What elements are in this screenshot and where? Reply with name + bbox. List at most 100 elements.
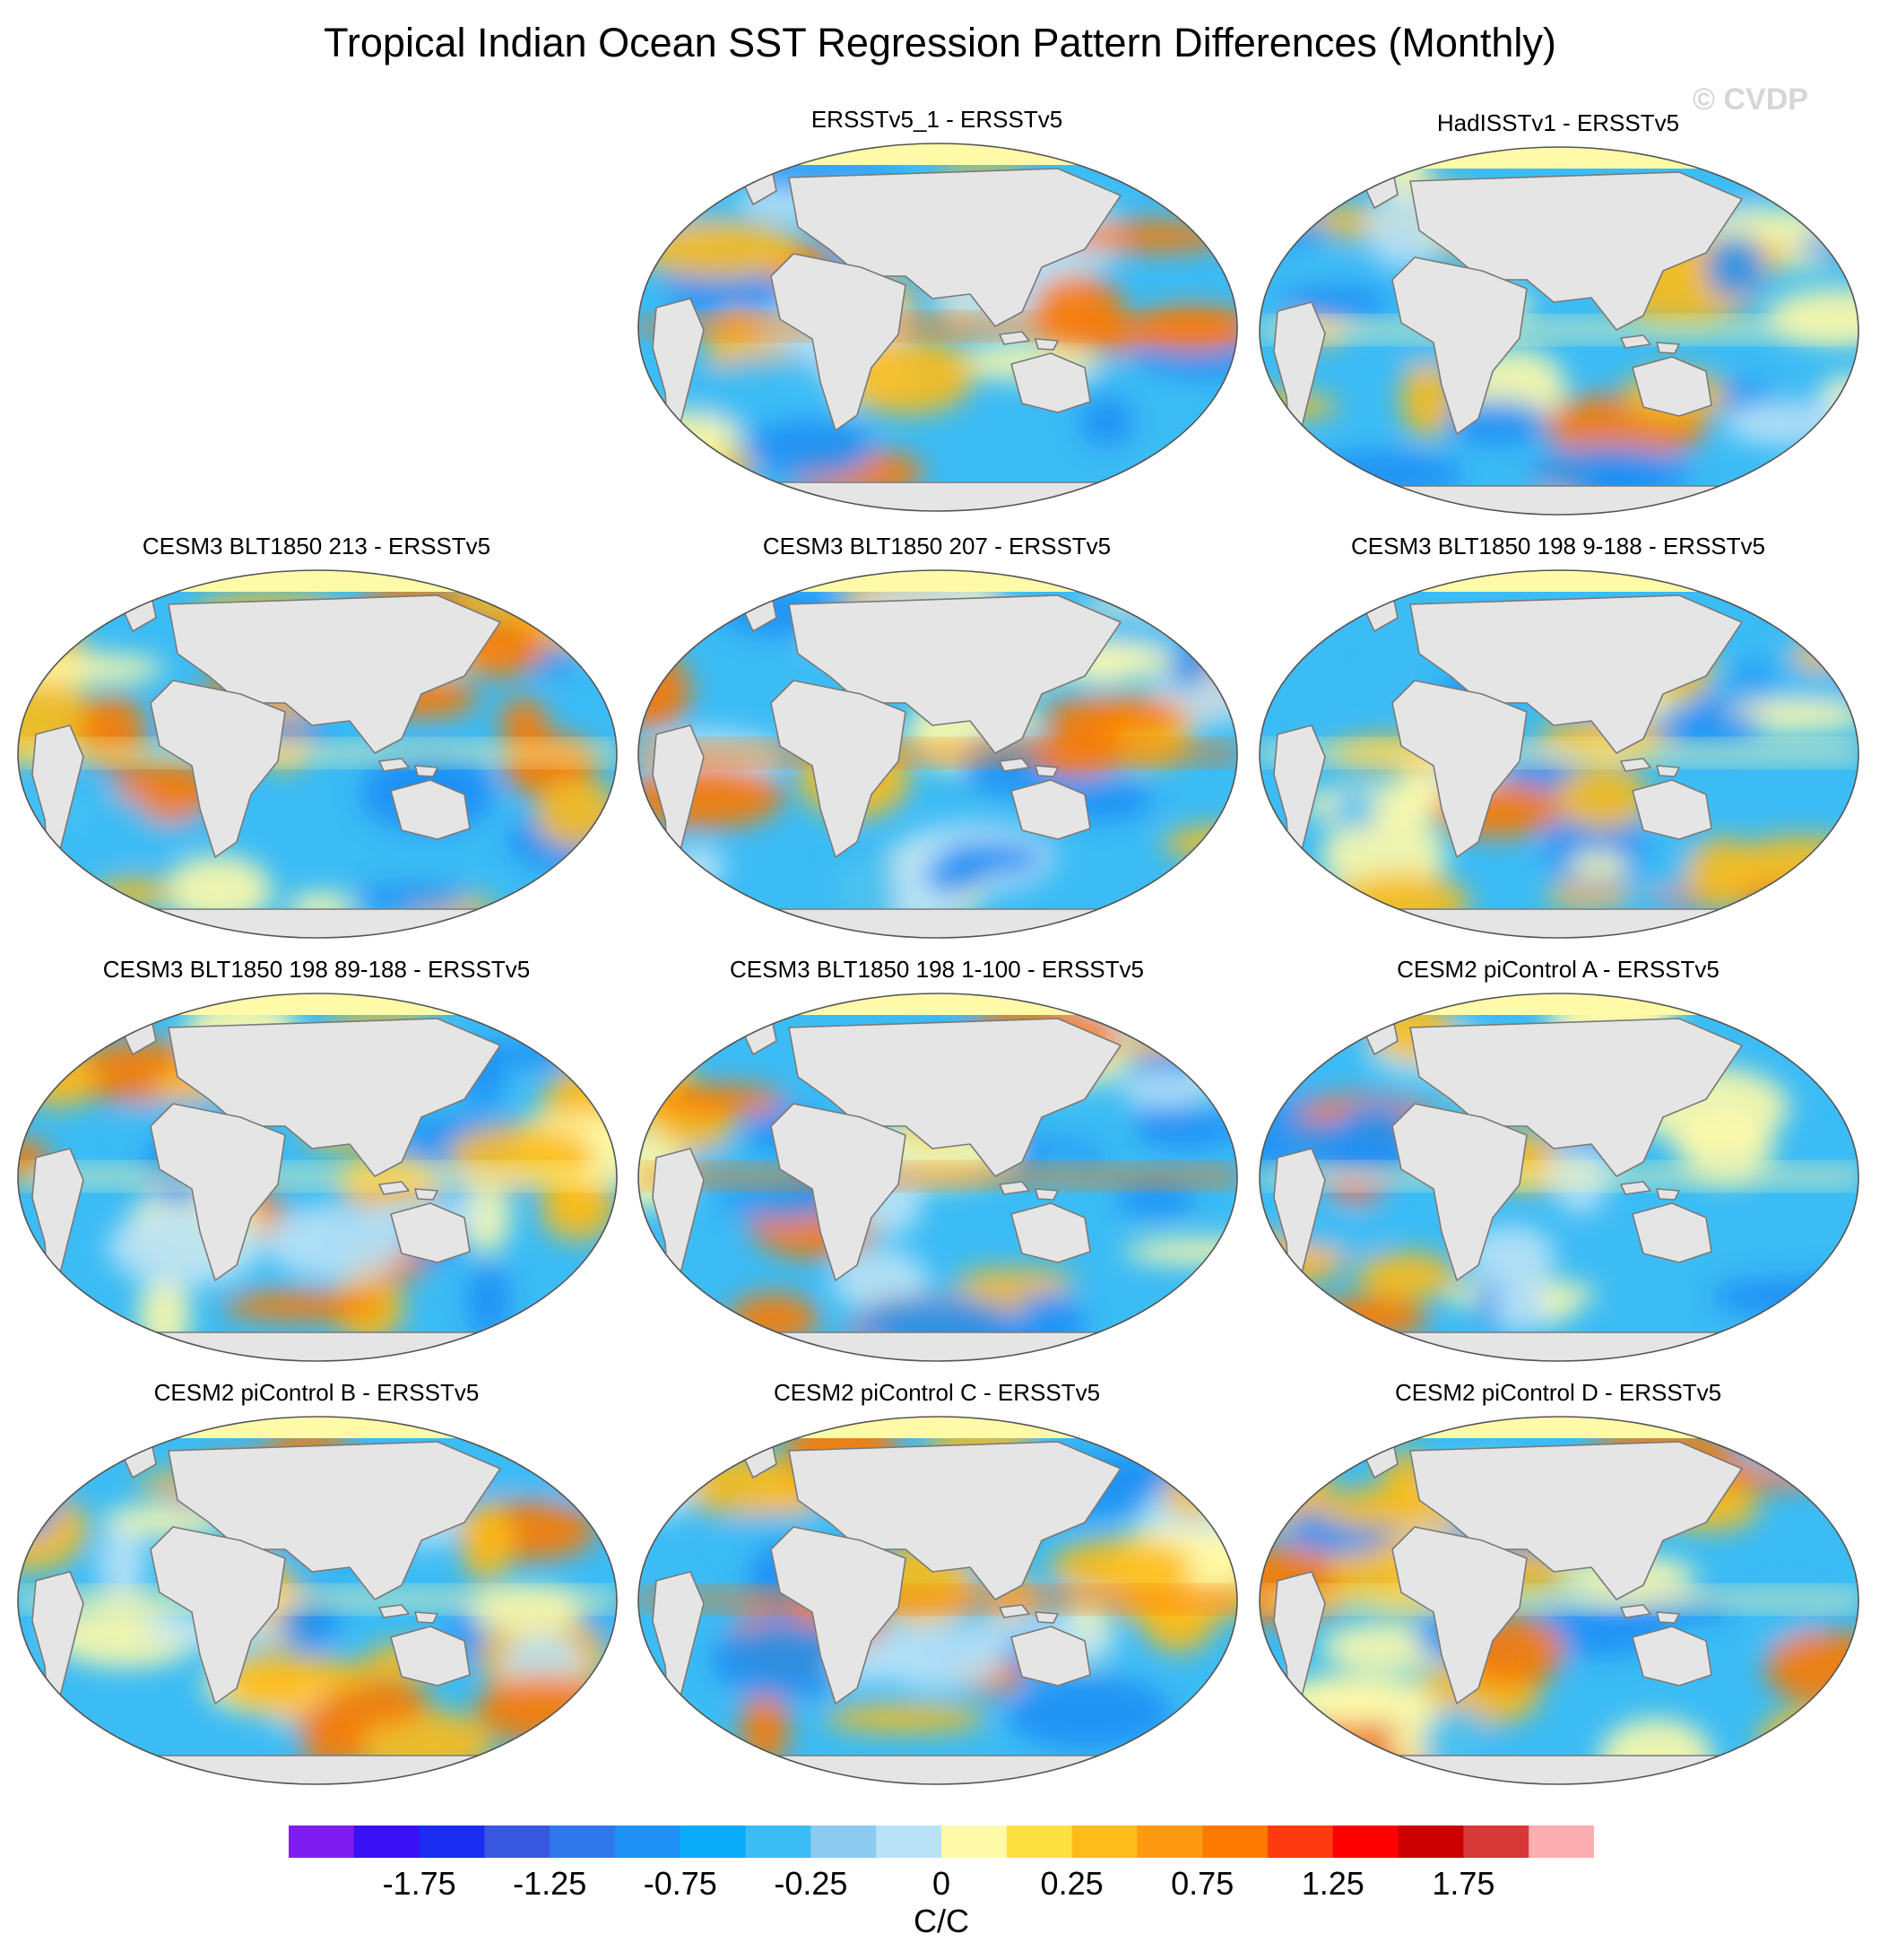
maritime-continent-land (999, 758, 1030, 772)
eurasia-land (168, 1018, 501, 1177)
colorbar-swatch (810, 1826, 877, 1858)
new-guinea-land (414, 765, 438, 777)
eurasia-land (788, 168, 1122, 327)
map-panel: CESM2 piControl D - ERSSTv5 (1249, 1379, 1867, 1791)
map-panel: ERSSTv5_1 - ERSSTv5 (628, 106, 1246, 518)
map-panel: CESM3 BLT1850 213 - ERSSTv5 (7, 533, 626, 945)
eurasia-land (788, 594, 1122, 754)
new-guinea-land (1656, 1611, 1680, 1624)
maritime-continent-land (1620, 758, 1651, 772)
antarctica-land (671, 908, 1204, 938)
map-panel: CESM3 BLT1850 198 9-188 - ERSSTv5 (1249, 533, 1867, 945)
colorbar-swatch (1006, 1826, 1073, 1858)
panel-title: CESM3 BLT1850 198 89-188 - ERSSTv5 (102, 956, 531, 983)
cvdp-watermark: © CVDP (1693, 82, 1808, 117)
global-sst-map (637, 569, 1238, 939)
africa-land (770, 1526, 906, 1704)
panel-title: CESM3 BLT1850 198 9-188 - ERSSTv5 (1351, 533, 1765, 559)
new-guinea-land (1035, 765, 1059, 777)
global-sst-map (17, 569, 618, 939)
colorbar-swatch (680, 1826, 747, 1858)
eurasia-land (1409, 1441, 1743, 1600)
africa-land (150, 1526, 286, 1704)
colorbar-tick-label: 1.25 (1301, 1865, 1365, 1902)
colorbar-tick-label: 1.75 (1432, 1865, 1495, 1902)
eurasia-land (1409, 1018, 1743, 1177)
antarctica-land (671, 1331, 1204, 1361)
eurasia-land (1409, 594, 1743, 754)
colorbar-tick-label: 0 (931, 1865, 951, 1902)
map-border (637, 143, 1238, 512)
global-sst-map (1259, 993, 1859, 1362)
maritime-continent-land (1620, 1181, 1651, 1195)
map-border (637, 993, 1238, 1362)
map-border (17, 993, 618, 1362)
colorbar-swatch (484, 1826, 550, 1858)
eurasia-land (788, 1441, 1122, 1600)
global-sst-map (637, 143, 1238, 512)
africa-land (1391, 1526, 1528, 1704)
global-sst-map (1259, 1416, 1859, 1785)
global-sst-map (1259, 146, 1859, 516)
maritime-continent-land (378, 1604, 410, 1618)
antarctica-land (51, 908, 584, 938)
eurasia-land (1409, 171, 1743, 331)
colorbar-swatch (876, 1826, 942, 1858)
africa-land (1391, 256, 1528, 435)
antarctica-land (1293, 908, 1825, 938)
antarctica-land (51, 1331, 584, 1361)
colorbar-swatches (289, 1826, 1594, 1858)
new-guinea-land (414, 1188, 438, 1201)
australia-land (1010, 352, 1091, 413)
colorbar-swatch (1202, 1826, 1269, 1858)
maritime-continent-land (999, 1181, 1030, 1195)
panel-title: CESM2 piControl C - ERSSTv5 (773, 1379, 1101, 1406)
new-guinea-land (1035, 338, 1059, 351)
antarctica-land (671, 481, 1204, 511)
colorbar-tick-label: 0.25 (1040, 1865, 1104, 1902)
new-guinea-land (1656, 1188, 1680, 1201)
maritime-continent-land (378, 758, 410, 772)
map-border (1259, 993, 1859, 1362)
eurasia-land (168, 1441, 501, 1600)
africa-land (1391, 1103, 1528, 1281)
australia-land (1010, 779, 1091, 840)
eurasia-land (788, 1018, 1122, 1177)
panel-title: CESM2 piControl B - ERSSTv5 (153, 1379, 480, 1406)
antarctica-land (1293, 1755, 1825, 1784)
australia-land (1632, 1202, 1712, 1263)
map-panel: HadISSTv1 - ERSSTv5 (1249, 109, 1867, 522)
australia-land (390, 779, 471, 840)
panel-title: CESM2 piControl D - ERSSTv5 (1394, 1379, 1722, 1406)
maritime-continent-land (999, 331, 1030, 345)
colorbar-swatch (1137, 1826, 1203, 1858)
map-panel: CESM3 BLT1850 198 89-188 - ERSSTv5 (7, 956, 626, 1368)
colorbar-tick-label: -1.75 (382, 1865, 456, 1902)
australia-land (390, 1202, 471, 1263)
maritime-continent-land (999, 1604, 1030, 1618)
colorbar-swatch (745, 1826, 811, 1858)
map-panel: CESM3 BLT1850 207 - ERSSTv5 (628, 533, 1246, 945)
new-guinea-land (1035, 1611, 1059, 1624)
global-sst-map (17, 1416, 618, 1785)
colorbar-swatch (941, 1826, 1008, 1858)
new-guinea-land (1656, 765, 1680, 777)
panel-title: CESM3 BLT1850 207 - ERSSTv5 (762, 533, 1112, 559)
colorbar-units: C/C (914, 1903, 969, 1939)
colorbar-swatch (615, 1826, 681, 1858)
map-border (1259, 146, 1859, 516)
global-sst-map (637, 993, 1238, 1362)
map-border (17, 569, 618, 939)
panel-title: ERSSTv5_1 - ERSSTv5 (810, 106, 1063, 133)
map-border (1259, 1416, 1859, 1785)
africa-land (150, 1103, 286, 1281)
colorbar-tick-label: 0.75 (1171, 1865, 1235, 1902)
antarctica-land (1293, 485, 1825, 515)
africa-land (1391, 680, 1528, 858)
australia-land (1010, 1626, 1091, 1687)
panel-title: CESM3 BLT1850 198 1-100 - ERSSTv5 (730, 956, 1144, 983)
map-panel: CESM2 piControl B - ERSSTv5 (7, 1379, 626, 1791)
colorbar-swatch (1268, 1826, 1334, 1858)
eurasia-land (168, 594, 501, 754)
map-border (17, 1416, 618, 1785)
